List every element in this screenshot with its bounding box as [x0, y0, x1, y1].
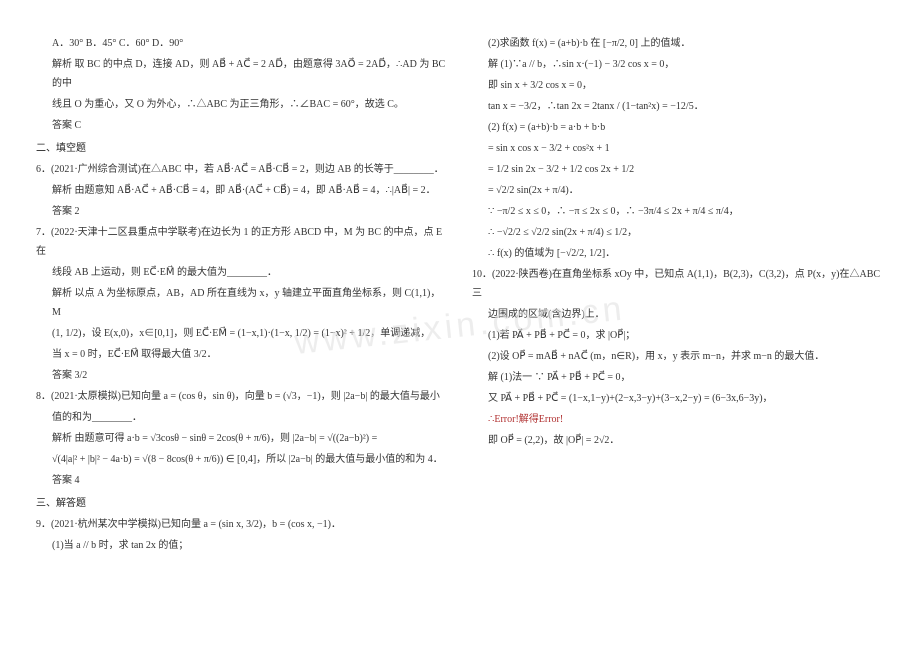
- sol-9-2c: = 1/2 sin 2x − 3/2 + 1/2 cos 2x + 1/2: [472, 160, 884, 179]
- sol-10-1b: 又 PA⃗ + PB⃗ + PC⃗ = (1−x,1−y)+(2−x,3−y)+…: [472, 389, 884, 408]
- sol-9-1: 解 (1)∵a // b，∴sin x·(−1) − 3/2 cos x = 0…: [472, 55, 884, 74]
- sol-9-2g: ∴ f(x) 的值域为 [−√2/2, 1/2]．: [472, 244, 884, 263]
- q9-part1: (1)当 a // b 时，求 tan 2x 的值；: [36, 536, 448, 555]
- analysis-8-cont: √(4|a|² + |b|² − 4a·b) = √(8 − 8cos(θ + …: [36, 450, 448, 469]
- q9-part2: (2)求函数 f(x) = (a+b)·b 在 [−π/2, 0] 上的值域．: [472, 34, 884, 53]
- q10-part2: (2)设 OP⃗ = mAB⃗ + nAC⃗ (m，n∈R)，用 x，y 表示 …: [472, 347, 884, 366]
- sol-9-2a: (2) f(x) = (a+b)·b = a·b + b·b: [472, 118, 884, 137]
- q6: 6．(2021·广州综合测试)在△ABC 中，若 AB⃗·AC⃗ = AB⃗·C…: [36, 160, 448, 179]
- sol-9-2d: = √2/2 sin(2x + π/4)．: [472, 181, 884, 200]
- sol-9-2f: ∴ −√2/2 ≤ √2/2 sin(2x + π/4) ≤ 1/2，: [472, 223, 884, 242]
- analysis-5: 解析 取 BC 的中点 D，连接 AD，则 AB⃗ + AC⃗ = 2 AD⃗，…: [36, 55, 448, 93]
- answer-5: 答案 C: [36, 116, 448, 135]
- answer-7: 答案 3/2: [36, 366, 448, 385]
- q8-cont: 值的和为________．: [36, 408, 448, 427]
- sol-10-1d: 即 OP⃗ = (2,2)，故 |OP⃗| = 2√2．: [472, 431, 884, 450]
- choice-options: A．30° B．45° C．60° D．90°: [36, 34, 448, 53]
- right-column: (2)求函数 f(x) = (a+b)·b 在 [−π/2, 0] 上的值域． …: [472, 32, 884, 619]
- left-column: A．30° B．45° C．60° D．90° 解析 取 BC 的中点 D，连接…: [36, 32, 448, 619]
- sol-9-2b: = sin x cos x − 3/2 + cos²x + 1: [472, 139, 884, 158]
- sol-9-2e: ∵ −π/2 ≤ x ≤ 0，∴ −π ≤ 2x ≤ 0，∴ −3π/4 ≤ 2…: [472, 202, 884, 221]
- sol-9-1b: 即 sin x + 3/2 cos x = 0，: [472, 76, 884, 95]
- analysis-5-cont: 线且 O 为重心，又 O 为外心，∴△ABC 为正三角形，∴∠BAC = 60°…: [36, 95, 448, 114]
- answer-6: 答案 2: [36, 202, 448, 221]
- q8: 8．(2021·太原模拟)已知向量 a = (cos θ，sin θ)，向量 b…: [36, 387, 448, 406]
- q10: 10．(2022·陕西卷)在直角坐标系 xOy 中，已知点 A(1,1)，B(2…: [472, 265, 884, 303]
- q10-cont: 边围成的区域(含边界)上．: [472, 305, 884, 324]
- analysis-7: 解析 以点 A 为坐标原点，AB，AD 所在直线为 x，y 轴建立平面直角坐标系…: [36, 284, 448, 322]
- sol-10-1a: 解 (1)法一 ∵ PA⃗ + PB⃗ + PC⃗ = 0，: [472, 368, 884, 387]
- analysis-7-cont2: 当 x = 0 时，EC⃗·EM⃗ 取得最大值 3/2．: [36, 345, 448, 364]
- sol-10-1c-error: ∴Error!解得Error!: [472, 410, 884, 429]
- sol-9-1c: tan x = −3/2，∴tan 2x = 2tanx / (1−tan²x)…: [472, 97, 884, 116]
- section-fill: 二、填空题: [36, 139, 448, 158]
- q7: 7．(2022·天津十二区县重点中学联考)在边长为 1 的正方形 ABCD 中，…: [36, 223, 448, 261]
- answer-8: 答案 4: [36, 471, 448, 490]
- q10-part1: (1)若 PA⃗ + PB⃗ + PC⃗ = 0，求 |OP⃗|；: [472, 326, 884, 345]
- analysis-6: 解析 由题意知 AB⃗·AC⃗ + AB⃗·CB⃗ = 4，即 AB⃗·(AC⃗…: [36, 181, 448, 200]
- q7-cont: 线段 AB 上运动，则 EC⃗·EM⃗ 的最大值为________．: [36, 263, 448, 282]
- section-solve: 三、解答题: [36, 494, 448, 513]
- q9: 9．(2021·杭州某次中学模拟)已知向量 a = (sin x, 3/2)，b…: [36, 515, 448, 534]
- analysis-7-cont1: (1, 1/2)，设 E(x,0)，x∈[0,1]，则 EC⃗·EM⃗ = (1…: [36, 324, 448, 343]
- analysis-8: 解析 由题意可得 a·b = √3cosθ − sinθ = 2cos(θ + …: [36, 429, 448, 448]
